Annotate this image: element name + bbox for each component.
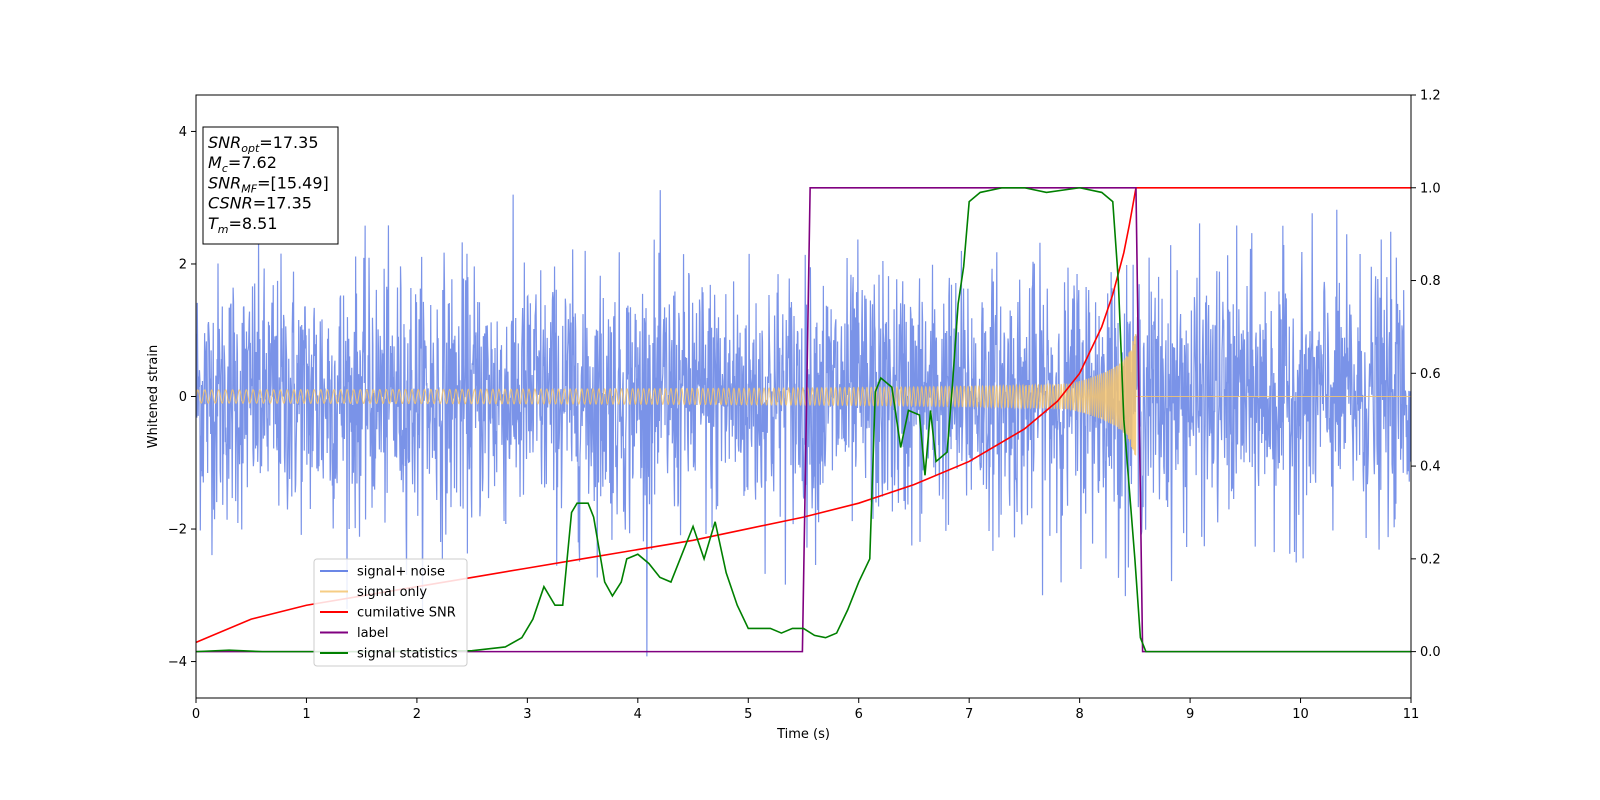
x-tick-label: 0 <box>192 707 200 722</box>
legend-label: cumilative SNR <box>357 606 456 621</box>
y-axis-label: Whitened strain <box>146 345 161 448</box>
x-tick-label: 6 <box>855 707 863 722</box>
series-signal-statistics <box>196 186 1411 653</box>
x-tick-label: 11 <box>1403 707 1420 722</box>
legend-label: signal+ noise <box>357 565 445 580</box>
y-axis-left: −4 −2 0 2 4 <box>168 125 196 670</box>
annotation-line: SNRMF=[15.49] <box>208 173 329 195</box>
x-tick-label: 7 <box>965 707 973 722</box>
annotation-line: Tm=8.51 <box>208 214 278 236</box>
annotation-line: Mc=7.62 <box>208 153 277 175</box>
y-tick-label-right: 1.0 <box>1420 181 1441 196</box>
x-tick-label: 9 <box>1186 707 1194 722</box>
annotation-frame <box>202 126 339 245</box>
y-tick-label-right: 0.4 <box>1420 460 1441 475</box>
x-tick-label: 4 <box>634 707 642 722</box>
y-tick-label-left: −4 <box>168 655 187 670</box>
legend-frame <box>313 558 468 667</box>
y-tick-label-right: 0.8 <box>1420 274 1441 289</box>
legend: signal+ noise signal only cumilative SNR la… <box>313 558 468 667</box>
x-tick-label: 10 <box>1292 707 1309 722</box>
x-axis: 0 1 2 3 4 5 6 7 8 9 10 11 <box>192 698 1419 722</box>
y-tick-label-right: 0.0 <box>1420 645 1441 660</box>
x-axis-label: Time (s) <box>776 727 830 742</box>
annotation-line: SNRopt=17.35 <box>208 133 319 155</box>
legend-label: signal statistics <box>357 647 458 662</box>
x-tick-label: 1 <box>302 707 310 722</box>
y-tick-label-right: 0.6 <box>1420 367 1441 382</box>
y-tick-label-left: −2 <box>168 523 187 538</box>
annotation-box: SNRopt=17.35Mc=7.62SNRMF=[15.49]CSNR=17.… <box>202 126 339 245</box>
y-tick-label-left: 4 <box>179 125 187 140</box>
series-signal-noise <box>196 190 1411 657</box>
x-tick-label: 5 <box>744 707 752 722</box>
annotation-line: CSNR=17.35 <box>208 194 312 213</box>
y-tick-label-left: 2 <box>179 257 187 272</box>
series-signal-only <box>196 334 1411 456</box>
y-axis-right: 0.0 0.2 0.4 0.6 0.8 1.0 1.2 <box>1411 89 1441 660</box>
legend-label: label <box>357 626 388 641</box>
x-tick-label: 3 <box>523 707 531 722</box>
legend-label: signal only <box>357 585 427 600</box>
x-tick-label: 2 <box>413 707 421 722</box>
y-tick-label-right: 0.2 <box>1420 552 1441 567</box>
x-tick-label: 8 <box>1075 707 1083 722</box>
y-tick-label-left: 0 <box>179 390 187 405</box>
y-tick-label-right: 1.2 <box>1420 89 1441 104</box>
